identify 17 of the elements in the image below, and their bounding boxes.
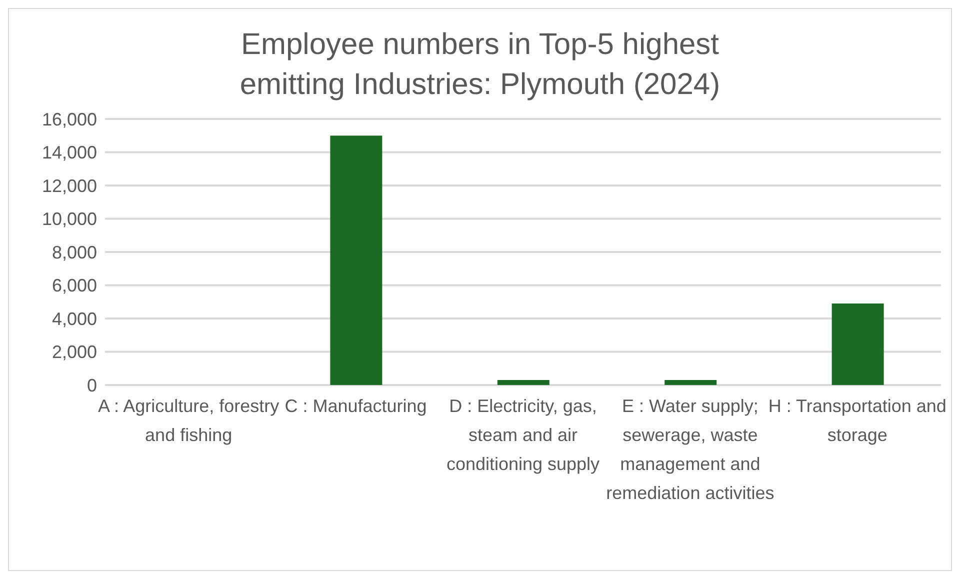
y-tick-label: 6,000 — [52, 276, 97, 296]
x-tick-label: C : Manufacturing — [284, 396, 427, 416]
y-tick-label: 4,000 — [52, 308, 97, 329]
y-tick-label: 14,000 — [42, 142, 97, 163]
y-tick-label: 0 — [86, 375, 97, 396]
x-tick-label: A : Agriculture, forestry and fishing — [98, 396, 280, 445]
bar — [832, 304, 884, 385]
y-tick-label: 16,000 — [42, 109, 97, 130]
x-tick-label: D : Electricity, gas, steam and air conditioning supply — [446, 396, 600, 474]
chart-title: Employee numbers in Top-5 highest emitting Industries: Plymouth (2024) — [238, 27, 722, 103]
y-tick-label: 10,000 — [42, 209, 97, 230]
bar — [497, 380, 550, 385]
bar — [330, 136, 382, 385]
y-tick-label: 8,000 — [52, 242, 97, 262]
y-tick-label: 2,000 — [52, 342, 97, 362]
y-tick-label: 12,000 — [42, 176, 97, 196]
bar — [664, 380, 717, 385]
